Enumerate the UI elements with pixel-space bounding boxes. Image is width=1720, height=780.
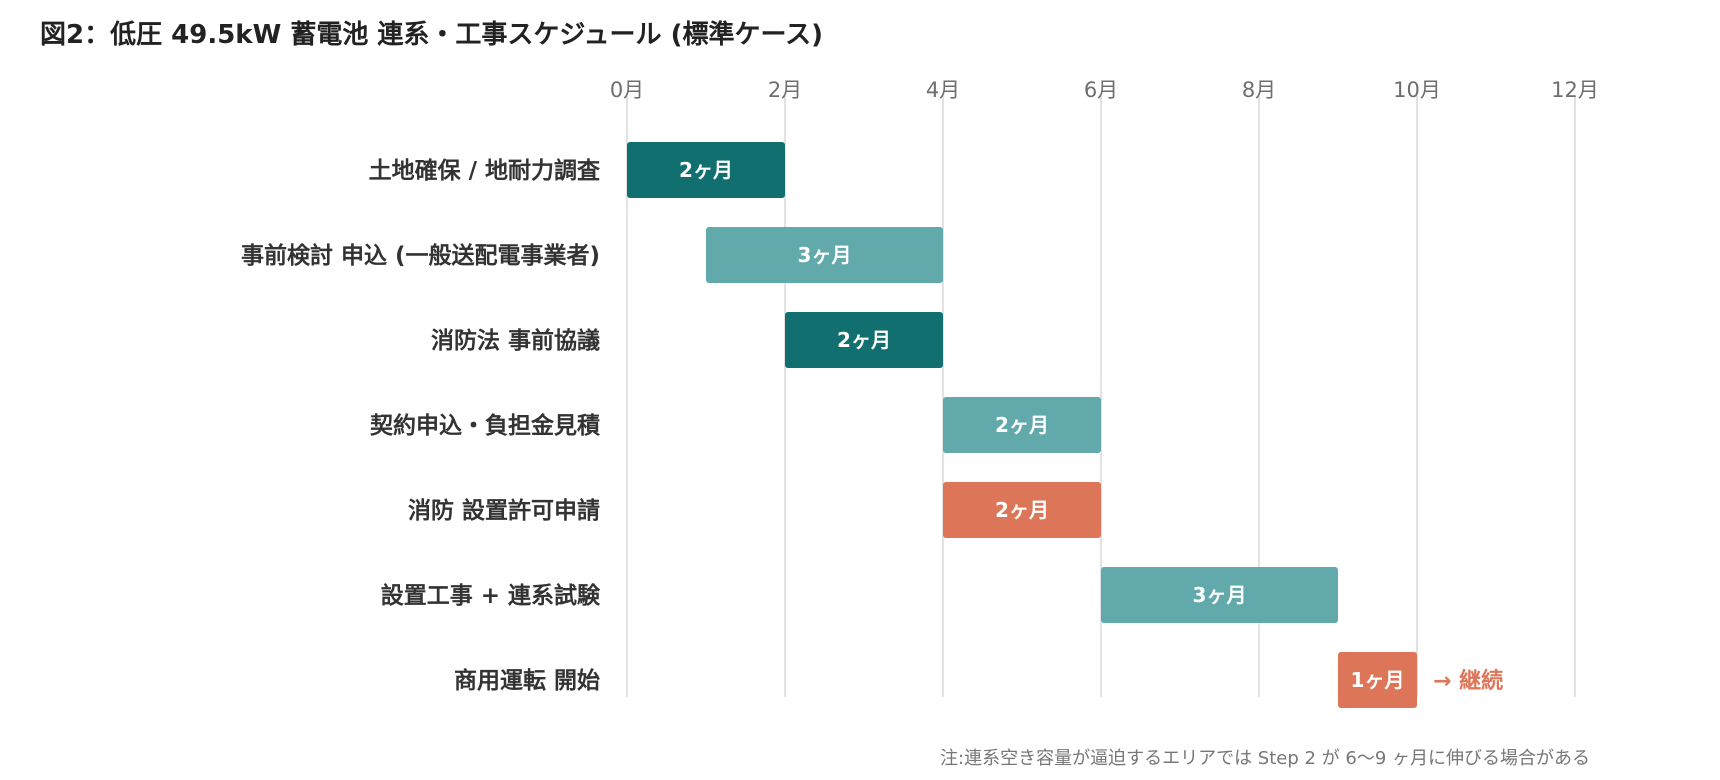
bar-duration-label: 2ヶ月 <box>837 328 891 352</box>
bar-labels: 2ヶ月 3ヶ月 2ヶ月 2ヶ月 2ヶ月 3ヶ月 1ヶ月 <box>679 158 1404 692</box>
x-tick-label: 10月 <box>1393 78 1441 102</box>
x-tick-labels: 0月 2月 4月 6月 8月 10月 12月 <box>610 78 1599 102</box>
grid-layer <box>626 96 1576 697</box>
task-bar <box>627 142 785 198</box>
task-label: 契約申込・負担金見積 <box>369 412 601 439</box>
task-label: 消防法 事前協議 <box>431 327 600 354</box>
bar-duration-label: 2ヶ月 <box>679 158 733 182</box>
task-label: 商用運転 開始 <box>454 667 600 694</box>
x-tick-label: 2月 <box>768 78 802 102</box>
task-bar <box>785 312 943 368</box>
bar-duration-label: 1ヶ月 <box>1351 668 1405 692</box>
x-tick-label: 8月 <box>1242 78 1276 102</box>
x-tick-label: 0月 <box>610 78 644 102</box>
continuation-annotation: → 継続 <box>1433 668 1503 694</box>
footnote: 注:連系空き容量が逼迫するエリアでは Step 2 が 6〜9 ヶ月に伸びる場合… <box>940 748 1591 769</box>
task-bar <box>1101 567 1338 623</box>
bar-duration-label: 3ヶ月 <box>1193 583 1247 607</box>
x-tick-label: 4月 <box>926 78 960 102</box>
bar-duration-label: 2ヶ月 <box>995 498 1049 522</box>
task-bars <box>627 142 1417 708</box>
chart-title: 図2：低圧 49.5kW 蓄電池 連系・工事スケジュール (標準ケース) <box>40 20 824 50</box>
task-label: 消防 設置許可申請 <box>408 497 600 524</box>
task-bar <box>1338 652 1417 708</box>
task-label: 事前検討 申込 (一般送配電事業者) <box>241 242 600 269</box>
task-bar <box>943 397 1101 453</box>
x-tick-label: 12月 <box>1551 78 1599 102</box>
task-bar <box>706 227 943 283</box>
annotations: → 継続 <box>1433 668 1503 694</box>
x-tick-label: 6月 <box>1084 78 1118 102</box>
bar-duration-label: 2ヶ月 <box>995 413 1049 437</box>
task-label: 設置工事 + 連系試験 <box>381 582 601 609</box>
task-bar <box>943 482 1101 538</box>
bar-duration-label: 3ヶ月 <box>798 243 852 267</box>
task-label: 土地確保 / 地耐力調査 <box>369 157 600 184</box>
